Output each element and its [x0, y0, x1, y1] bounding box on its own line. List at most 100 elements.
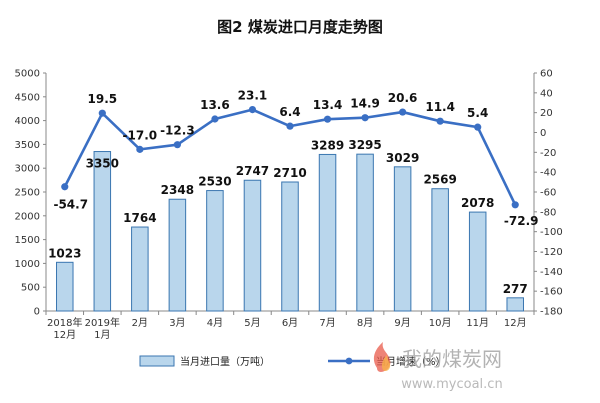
bar-data-label: 2078	[461, 196, 494, 210]
x-tick-label: 6月	[282, 317, 298, 329]
line-point	[136, 145, 144, 153]
y-right-tick-label: -40	[540, 168, 556, 179]
legend-bar-label: 当月进口量（万吨）	[180, 355, 270, 368]
line-point	[61, 183, 69, 191]
bar-data-label: 3295	[348, 138, 381, 152]
x-tick-label-line: 6月	[282, 317, 298, 329]
y-right-tick-label: 40	[540, 88, 553, 99]
bar	[356, 153, 374, 312]
bar-data-label: 3350	[86, 157, 119, 171]
x-tick-label: 8月	[357, 317, 373, 329]
y-left-tick-label: 2500	[15, 188, 40, 199]
line-point	[399, 108, 407, 116]
bar	[468, 211, 487, 312]
bar-data-label: 3029	[386, 151, 419, 165]
line-point	[361, 114, 369, 122]
y-right-tick-label: 60	[540, 69, 553, 80]
line-data-label: -17.0	[123, 128, 158, 142]
line-point	[511, 201, 519, 209]
x-tick-label: 2018年 12月	[47, 316, 82, 341]
x-tick-label-line: 12月	[504, 317, 527, 329]
line-data-label: 19.5	[88, 92, 118, 106]
bar-data-label: 3289	[311, 138, 344, 152]
bar	[243, 179, 262, 312]
bar	[506, 297, 524, 312]
line-group	[61, 105, 519, 209]
bar-data-label: 2747	[236, 164, 269, 178]
line-point	[323, 115, 332, 123]
y-left-tick-label: 4000	[15, 116, 40, 127]
y-right-tick-label: -160	[540, 287, 563, 298]
y-left-tick-label: 500	[21, 283, 40, 294]
x-tick-label: 10月	[429, 317, 452, 329]
line-point	[436, 117, 444, 125]
line-data-label: -72.9	[504, 214, 539, 228]
y-right-tick-label: 0	[540, 128, 546, 139]
x-tick-label: 3月	[169, 317, 185, 329]
x-tick-label-line: 5月	[244, 317, 260, 329]
line-point	[173, 141, 181, 149]
x-tick-label-line: 10月	[429, 317, 452, 329]
legend-bar-swatch	[139, 355, 175, 367]
bars-group	[56, 151, 524, 312]
line-point	[98, 109, 106, 117]
x-tick-label: 12月	[504, 317, 527, 329]
y-right-tick-label: -100	[540, 227, 563, 238]
line-data-label: 13.6	[200, 98, 230, 112]
x-tick-label-line: 2019年	[85, 316, 120, 329]
data-labels-group: 1023 3350 1764 2348 2530 2747 2710 3289 3295 3029…	[48, 89, 538, 296]
legend-line-label: 当月增速（%）	[376, 355, 446, 368]
bar	[431, 188, 449, 312]
line-point	[286, 122, 294, 130]
y-left-tick-label: 2000	[15, 211, 40, 222]
x-tick-label-line: 1月	[94, 329, 110, 341]
line-data-label: 20.6	[388, 91, 418, 105]
chart-title: 图2 煤炭进口月度走势图	[217, 18, 383, 36]
y-right-tick-label: -20	[540, 148, 556, 159]
legend-line-marker	[345, 357, 353, 365]
line-data-label: -54.7	[53, 198, 88, 212]
y-left-tick-label: 5000	[15, 69, 40, 80]
bar	[131, 226, 149, 312]
x-tick-label: 9月	[394, 317, 410, 329]
line-point	[474, 123, 482, 131]
line-data-label: 5.4	[467, 106, 488, 120]
bar	[206, 190, 224, 312]
line-data-label: -12.3	[160, 124, 195, 138]
x-tick-label-line: 2018年	[47, 316, 82, 329]
x-tick-label: 4月	[207, 317, 223, 329]
x-tick-label-line: 9月	[394, 317, 410, 329]
bar-data-label: 2569	[423, 173, 456, 187]
x-tick-label: 5月	[244, 317, 260, 329]
line-data-label: 6.4	[279, 105, 300, 119]
y-left-tick-label: 3500	[15, 140, 40, 151]
y-right-tick-label: -180	[540, 307, 563, 318]
line-data-label: 13.4	[313, 98, 343, 112]
y-left-tick-label: 4500	[15, 92, 40, 103]
bar	[318, 153, 337, 312]
x-tick-label: 7月	[319, 317, 335, 329]
bar	[393, 166, 412, 312]
y-right-tick-label: -140	[540, 267, 563, 278]
x-tick-label: 2月	[132, 317, 148, 329]
x-tick-label-line: 11月	[466, 317, 489, 329]
x-tick-label: 2019年 1月	[85, 316, 120, 341]
axes-group: 0 500 1000 1500 2000 2500 3000 3500 4000 4500 5000…	[15, 69, 563, 342]
y-right-tick-label: -60	[540, 188, 556, 199]
bar-data-label: 2348	[161, 183, 194, 197]
x-tick-label-line: 2月	[132, 317, 148, 329]
x-tick-label-line: 12月	[53, 329, 76, 341]
bar	[56, 261, 74, 312]
bar	[168, 198, 187, 312]
legend: 当月进口量（万吨） 当月增速（%）	[139, 355, 446, 368]
line-point	[248, 105, 257, 114]
x-tick-label-line: 8月	[357, 317, 373, 329]
line-point	[211, 115, 219, 123]
x-tick-label-line: 3月	[169, 317, 185, 329]
x-tick-label-line: 4月	[207, 317, 223, 329]
y-right-tick-label: -80	[540, 207, 556, 218]
bar-data-label: 2710	[273, 166, 306, 180]
bar-data-label: 1023	[48, 246, 81, 260]
